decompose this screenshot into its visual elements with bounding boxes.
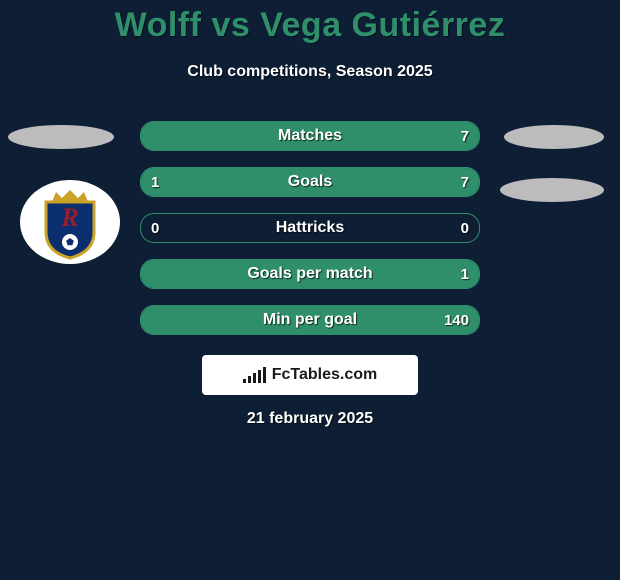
brand-label: FcTables.com (272, 366, 378, 384)
stat-value-left: 0 (151, 214, 159, 242)
stat-row: 0 0Hattricks (140, 213, 480, 243)
player-left-slot (8, 125, 114, 149)
stat-bar-right (141, 122, 479, 150)
stat-bar-right (141, 306, 479, 334)
page-subtitle: Club competitions, Season 2025 (0, 63, 620, 81)
crest-letter: R (60, 203, 78, 232)
brand-bars-icon (243, 367, 266, 383)
page-title: Wolff vs Vega Gutiérrez (0, 0, 620, 45)
crest-crown (52, 190, 88, 202)
stat-value-right: 0 (461, 214, 469, 242)
stat-bar-right (198, 168, 479, 196)
stat-row: 17Goals (140, 167, 480, 197)
stat-row: 7Matches (140, 121, 480, 151)
stat-bar-left (141, 168, 198, 196)
player-right-slot-2 (500, 178, 604, 202)
brand-card[interactable]: FcTables.com (202, 355, 418, 395)
stat-bar-right (141, 260, 479, 288)
stat-row: 140Min per goal (140, 305, 480, 335)
player-right-slot-1 (504, 125, 604, 149)
crest-svg: R (20, 180, 120, 264)
stat-label: Hattricks (141, 214, 479, 242)
crest-ball (62, 234, 78, 250)
footer-date: 21 february 2025 (0, 410, 620, 428)
stat-row: 1Goals per match (140, 259, 480, 289)
club-crest: R (20, 180, 120, 264)
comparison-stats: 7Matches 17Goals 0 0Hattricks 1Goals per mat… (140, 121, 480, 351)
